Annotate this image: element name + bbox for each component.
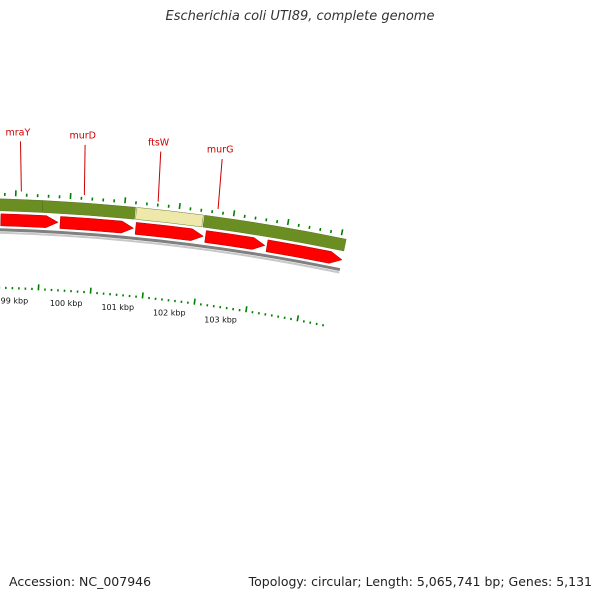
gene-arrow <box>134 222 204 241</box>
scale-tick <box>141 292 144 299</box>
tick-mark <box>297 223 300 228</box>
gene-arrow <box>204 230 266 250</box>
accession-label: Accession: NC_007946 <box>9 574 152 589</box>
scale-label: 102 kbp <box>153 309 186 318</box>
tick-mark <box>340 229 344 236</box>
tick-mark <box>232 210 236 217</box>
backbone-shadow <box>0 231 340 274</box>
scale-label: 99 kbp <box>1 296 29 305</box>
cds-track <box>42 200 136 220</box>
tick-mark <box>178 202 181 210</box>
scale-tick <box>296 315 300 322</box>
rna-track <box>135 207 204 228</box>
tick-mark <box>319 227 322 232</box>
gene-arrow <box>59 216 135 234</box>
gene-leader-line <box>217 159 223 210</box>
scale-label: 100 kbp <box>50 299 83 308</box>
scale-label: 103 kbp <box>204 315 237 324</box>
gene-leader-line <box>83 144 86 195</box>
backbone-line <box>0 228 341 272</box>
tick-mark <box>329 229 333 234</box>
gene-label-mraY: mraY <box>6 127 31 138</box>
map-title: Escherichia coli UTI89, complete genome <box>165 9 435 24</box>
gene-label-murG: murG <box>207 145 234 156</box>
scale-tick <box>245 306 248 313</box>
gene-leader-line <box>20 141 22 192</box>
tick-mark <box>308 225 311 230</box>
gene-label-ftsW: ftsW <box>148 137 170 148</box>
scale-tick <box>193 298 196 305</box>
tick-mark <box>286 218 290 226</box>
tick-mark <box>276 220 279 224</box>
scale-label: 101 kbp <box>101 303 134 312</box>
gene-arrow <box>0 213 59 228</box>
tick-mark <box>124 197 127 204</box>
cds-track <box>0 198 44 213</box>
topology-summary: Topology: circular; Length: 5,065,741 bp… <box>248 574 592 589</box>
gene-label-murD: murD <box>69 131 96 142</box>
gene-arrow <box>265 239 343 264</box>
gene-leader-line <box>157 151 162 202</box>
cds-track <box>202 214 347 252</box>
